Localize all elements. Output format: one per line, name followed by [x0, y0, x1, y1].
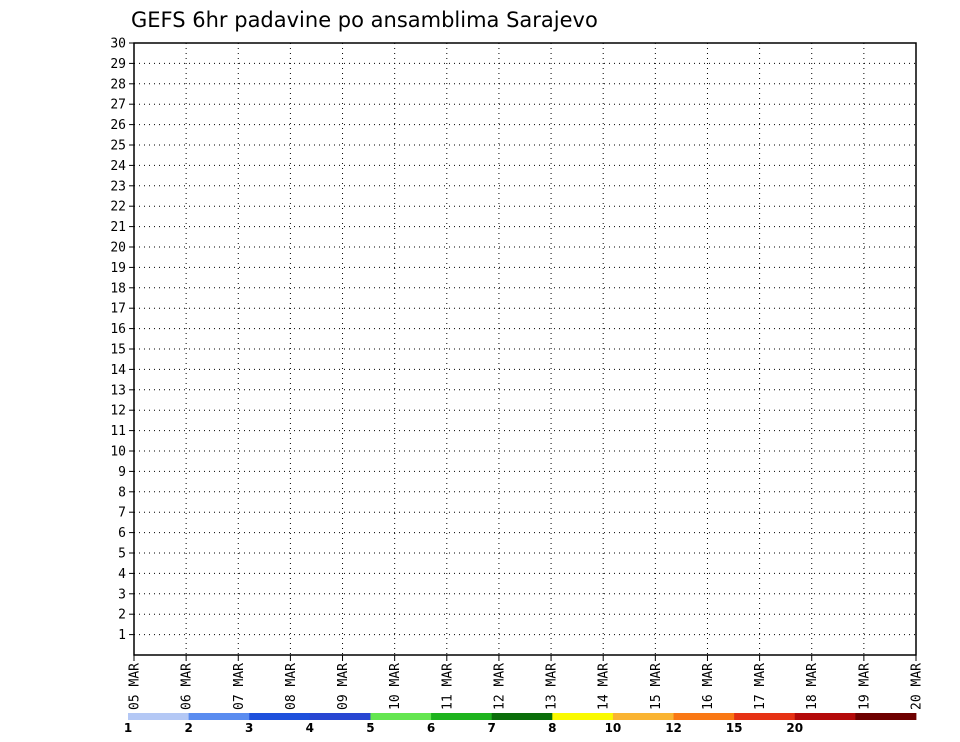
legend-threshold-label: 1 — [124, 721, 132, 735]
y-tick-label: 27 — [110, 98, 126, 113]
legend-threshold-label: 12 — [665, 721, 682, 735]
x-tick-label: 13 MAR — [545, 663, 560, 710]
y-tick-label: 20 — [110, 241, 126, 256]
x-tick-label: 15 MAR — [649, 663, 664, 710]
y-tick-label: 17 — [110, 302, 126, 317]
legend-threshold-label: 7 — [488, 721, 496, 735]
x-tick-label: 07 MAR — [232, 663, 247, 710]
y-tick-label: 13 — [110, 383, 126, 398]
x-tick-label: 18 MAR — [805, 663, 820, 710]
y-tick-label: 16 — [110, 322, 126, 337]
legend-color-swatch — [370, 713, 432, 720]
legend-threshold-label: 15 — [726, 721, 743, 735]
y-tick-label: 3 — [118, 587, 126, 602]
y-tick-label: 2 — [118, 608, 126, 623]
x-tick-label: 12 MAR — [492, 663, 507, 710]
x-tick-label: 19 MAR — [857, 663, 872, 710]
x-tick-label: 16 MAR — [701, 663, 716, 710]
legend-threshold-label: 10 — [605, 721, 622, 735]
y-tick-label: 7 — [118, 506, 126, 521]
y-tick-label: 15 — [110, 343, 126, 358]
y-tick-label: 25 — [110, 139, 126, 154]
x-tick-label: 05 MAR — [128, 663, 143, 710]
x-tick-label: 14 MAR — [597, 663, 612, 710]
y-tick-label: 5 — [118, 547, 126, 562]
y-tick-label: 19 — [110, 261, 126, 276]
chart-title: GEFS 6hr padavine po ansamblima Sarajevo — [131, 8, 598, 32]
y-tick-label: 18 — [110, 281, 126, 296]
color-legend: 1 2 3 4 5 6 7 8 10 12 15 20 — [124, 713, 917, 735]
x-tick-label: 20 MAR — [910, 663, 925, 710]
y-axis-ticks: 1234567891011121314151617181920212223242… — [110, 37, 134, 643]
x-tick-label: 09 MAR — [336, 663, 351, 710]
legend-color-swatch — [491, 713, 553, 720]
x-tick-label: 08 MAR — [284, 663, 299, 710]
legend-color-swatch — [249, 713, 311, 720]
legend-threshold-label: 5 — [366, 721, 374, 735]
legend-threshold-label: 2 — [184, 721, 192, 735]
legend-color-swatch — [128, 713, 190, 720]
y-tick-label: 4 — [118, 567, 126, 582]
y-tick-label: 11 — [110, 424, 126, 439]
y-tick-label: 24 — [110, 159, 126, 174]
y-tick-label: 21 — [110, 220, 126, 235]
legend-color-swatch — [552, 713, 614, 720]
legend-color-swatch — [734, 713, 796, 720]
legend-color-swatch — [188, 713, 250, 720]
y-tick-label: 9 — [118, 465, 126, 480]
y-tick-label: 29 — [110, 57, 126, 72]
x-tick-label: 17 MAR — [753, 663, 768, 710]
y-tick-label: 14 — [110, 363, 126, 378]
legend-threshold-label: 8 — [548, 721, 556, 735]
legend-color-swatch — [855, 713, 917, 720]
y-tick-label: 10 — [110, 445, 126, 460]
y-tick-label: 8 — [118, 485, 126, 500]
legend-color-swatch — [673, 713, 735, 720]
legend-threshold-label: 4 — [306, 721, 314, 735]
y-tick-label: 30 — [110, 37, 126, 52]
legend-threshold-label: 3 — [245, 721, 253, 735]
legend-threshold-label: 6 — [427, 721, 435, 735]
y-tick-label: 1 — [118, 628, 126, 643]
grid-lines — [134, 43, 916, 655]
x-axis-ticks: 05 MAR 06 MAR 07 MAR 08 MAR 09 MAR 10 MAR 11 M… — [128, 655, 925, 710]
x-tick-label: 11 MAR — [440, 663, 455, 710]
legend-color-swatch — [794, 713, 856, 720]
y-tick-label: 12 — [110, 404, 126, 419]
legend-color-swatch — [431, 713, 493, 720]
legend-color-swatch — [612, 713, 674, 720]
legend-threshold-label: 20 — [786, 721, 803, 735]
x-tick-label: 06 MAR — [180, 663, 195, 710]
y-tick-label: 26 — [110, 118, 126, 133]
y-tick-label: 22 — [110, 200, 126, 215]
legend-color-swatch — [309, 713, 371, 720]
y-tick-label: 6 — [118, 526, 126, 541]
x-tick-label: 10 MAR — [388, 663, 403, 710]
y-tick-label: 23 — [110, 179, 126, 194]
y-tick-label: 28 — [110, 77, 126, 92]
